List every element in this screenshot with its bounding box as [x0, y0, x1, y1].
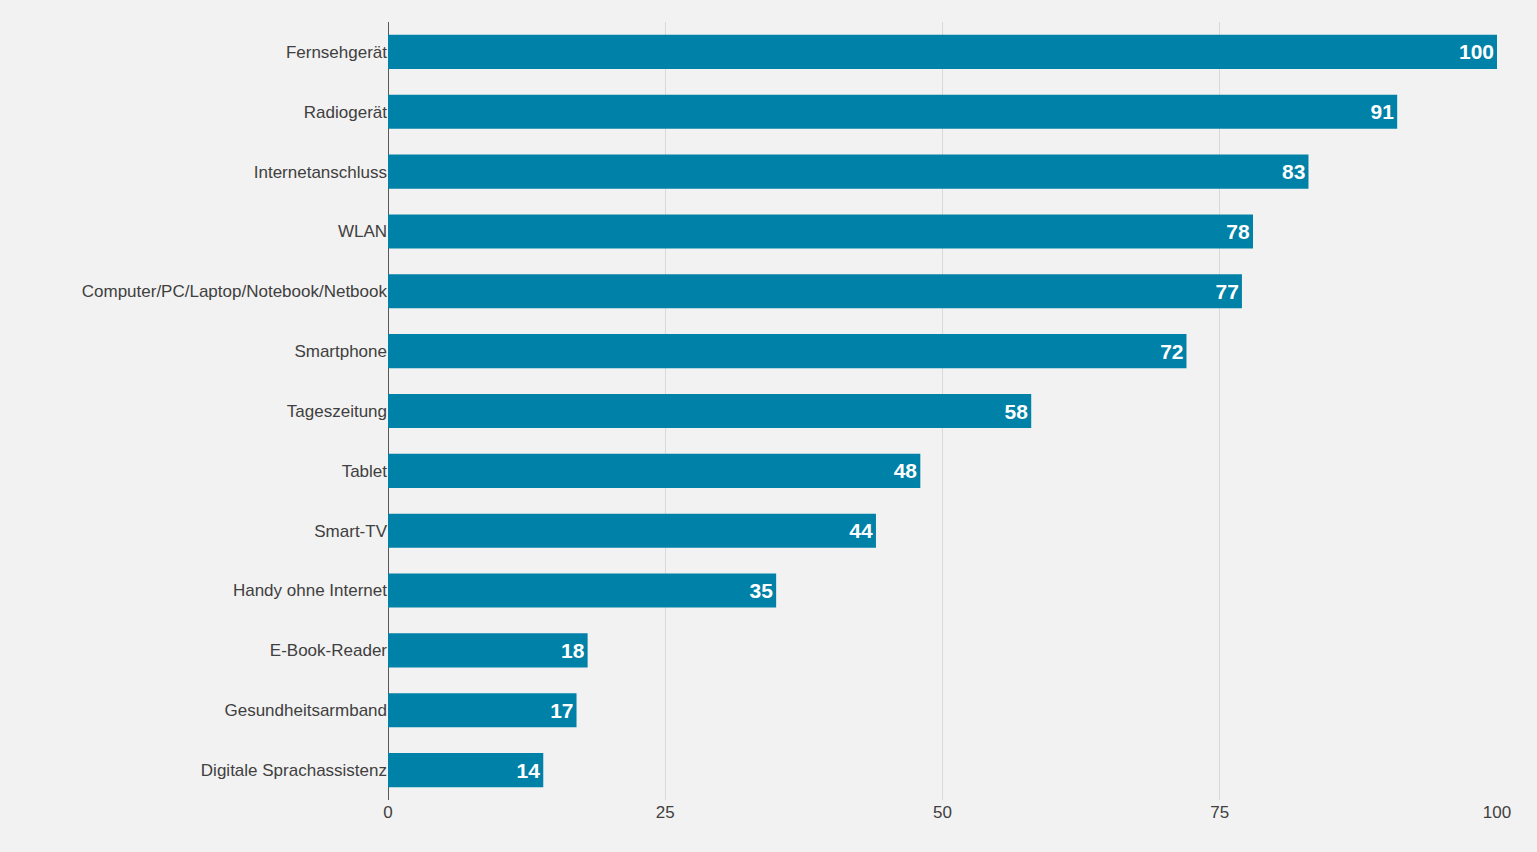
svg-text:91: 91: [1371, 100, 1395, 123]
svg-text:Gesundheitsarmband: Gesundheitsarmband: [224, 701, 387, 720]
svg-text:Tablet: Tablet: [342, 462, 388, 481]
svg-text:E-Book-Reader: E-Book-Reader: [270, 641, 388, 660]
svg-text:35: 35: [749, 579, 773, 602]
svg-text:75: 75: [1210, 803, 1229, 822]
svg-text:Digitale Sprachassistenz: Digitale Sprachassistenz: [201, 761, 387, 780]
svg-text:WLAN: WLAN: [338, 222, 387, 241]
svg-text:Fernsehgerät: Fernsehgerät: [286, 43, 387, 62]
svg-text:50: 50: [933, 803, 952, 822]
svg-text:14: 14: [517, 759, 541, 782]
svg-text:77: 77: [1216, 280, 1239, 303]
svg-text:25: 25: [656, 803, 675, 822]
svg-text:Smart-TV: Smart-TV: [314, 522, 387, 541]
svg-text:58: 58: [1005, 400, 1029, 423]
svg-text:44: 44: [849, 519, 873, 542]
svg-text:Smartphone: Smartphone: [294, 342, 387, 361]
svg-text:Handy ohne Internet: Handy ohne Internet: [233, 581, 387, 600]
svg-text:100: 100: [1483, 803, 1511, 822]
svg-text:0: 0: [383, 803, 392, 822]
svg-text:72: 72: [1160, 340, 1183, 363]
svg-text:100: 100: [1459, 40, 1494, 63]
svg-text:Computer/PC/Laptop/Notebook/Ne: Computer/PC/Laptop/Notebook/Netbook: [82, 282, 388, 301]
svg-text:83: 83: [1282, 160, 1305, 183]
svg-text:Internetanschluss: Internetanschluss: [254, 163, 387, 182]
svg-text:48: 48: [894, 459, 918, 482]
svg-text:18: 18: [561, 639, 585, 662]
svg-text:78: 78: [1226, 220, 1250, 243]
svg-text:17: 17: [550, 699, 573, 722]
svg-text:Tageszeitung: Tageszeitung: [287, 402, 387, 421]
svg-text:Radiogerät: Radiogerät: [304, 103, 387, 122]
